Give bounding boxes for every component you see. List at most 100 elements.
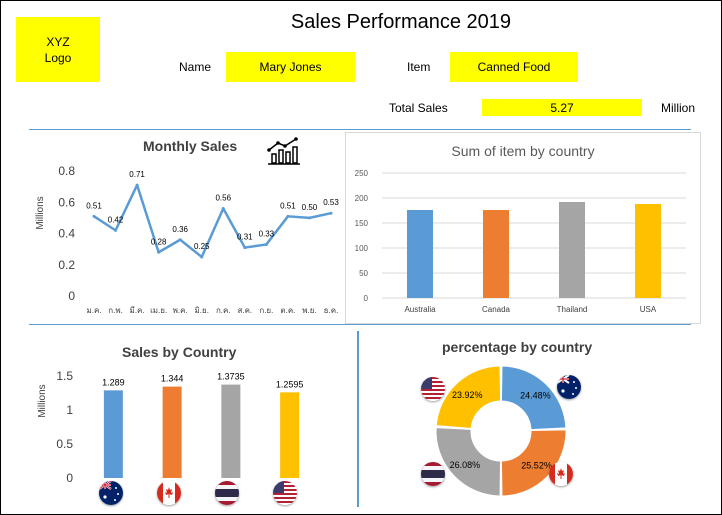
logo-line-1: XYZ [46,34,70,49]
data-label: 0.51 [280,201,296,210]
x-tick-label: ธ.ค. [324,306,339,315]
data-label: 0.56 [215,194,231,203]
data-label: 1.2595 [276,379,304,389]
x-tick-label: ต.ค. [280,306,295,315]
line-point [114,228,118,232]
y-tick-label: 200 [355,194,369,203]
data-label: 0.31 [237,233,253,242]
data-label: 0.51 [86,201,102,210]
x-tick-label: USA [640,305,657,314]
usa-flag-icon [273,481,297,505]
line-point [243,246,247,250]
data-label: 23.92% [452,390,483,400]
usa-flag-icon [421,377,445,401]
bar [103,390,123,478]
line-point [92,214,96,218]
y-tick-label: 100 [355,244,369,253]
data-label: 1.3735 [217,372,245,382]
x-tick-label: ก.ค. [216,306,231,315]
data-label: 0.71 [129,170,145,179]
australia-flag-icon [557,375,581,399]
x-tick-label: Canada [482,305,511,314]
middle-divider [29,324,691,325]
y-tick-label: 150 [355,219,369,228]
total-sales-label: Total Sales [389,101,448,115]
monthly-sales-title: Monthly Sales [143,138,238,154]
percentage-title: percentage by country [442,339,593,355]
x-tick-label: ก.พ. [108,306,123,315]
sales-by-country-title: Sales by Country [122,344,237,360]
y-tick-label: 0.6 [58,195,75,209]
name-field[interactable]: Mary Jones [226,52,355,82]
bar [280,392,300,478]
y-axis-label: Millions [37,384,48,417]
x-tick-label: พ.ย. [302,306,316,315]
y-tick-label: 0 [68,289,75,303]
y-tick-label: 0.2 [58,258,75,272]
sum-of-item-title: Sum of item by country [451,143,595,159]
data-label: 1.344 [161,374,184,384]
y-tick-label: 0 [364,294,369,303]
item-label: Item [407,60,431,74]
data-label: 24.48% [520,390,551,400]
line-point [200,255,204,259]
line-point [329,211,333,215]
data-label: 1.289 [102,377,125,387]
sum-of-item-chart: 250 200 150 100 50 0 Australia Canada Thailand US… [355,169,686,314]
sales-by-country-chart: Millions 1.5 1 0.5 0 1.289 1.344 1.3735 1.2595 [37,369,304,485]
line-point [307,216,311,220]
data-label: 25.52% [521,460,552,470]
logo-box: XYZ Logo [16,17,100,82]
line-point [286,214,290,218]
bar [483,210,509,298]
data-label: 0.33 [259,229,275,238]
line-point [264,242,268,246]
monthly-sales-chart: Millions 0.8 0.6 0.4 0.2 0 0.51 ม.ค. 0.42 ก.พ. 0.7… [35,164,339,315]
donut-slice [435,427,502,497]
bottom-vertical-divider [357,331,359,507]
logo-line-2: Logo [44,50,72,65]
x-tick-label: ก.ย. [259,306,273,315]
line-chart-icon [267,137,300,165]
x-tick-label: ส.ค. [237,306,252,315]
x-tick-label: เม.ย. [150,306,167,315]
canada-flag-icon [157,481,181,505]
top-divider [29,129,691,130]
line-point [178,238,182,242]
percentage-donut-chart: 24.48% 25.52% 26.08% 23.92% [435,365,567,497]
x-tick-label: มิ.ย. [195,306,209,315]
monthly-sales-line [93,183,332,259]
bar [559,202,585,298]
total-sales-value: 5.27 [482,99,642,116]
donut-slice [500,365,567,431]
y-tick-label: 50 [359,269,368,278]
page-title: Sales Performance 2019 [290,11,512,33]
data-label: 0.53 [323,198,339,207]
bar [635,204,661,298]
bar [221,384,241,478]
donut-slice [500,429,567,497]
x-tick-label: พ.ค. [173,306,188,315]
y-tick-label: 1.5 [56,369,73,383]
y-tick-label: 0.5 [56,437,73,451]
line-point [221,207,225,210]
x-tick-label: มี.ค. [130,306,145,315]
canada-flag-icon [549,462,573,486]
data-label: 0.50 [302,203,318,212]
total-sales-unit: Million [661,101,696,115]
thailand-flag-icon [215,481,239,505]
data-label: 0.42 [108,215,124,224]
australia-flag-icon [99,481,123,505]
y-tick-label: 1 [66,403,73,417]
item-field[interactable]: Canned Food [450,52,578,82]
y-tick-label: 250 [355,169,369,178]
data-label: 26.08% [450,460,481,470]
bar [162,386,182,478]
data-label: 0.36 [172,225,188,234]
line-point [157,250,161,254]
y-tick-label: 0.4 [58,227,75,241]
x-tick-label: Thailand [557,305,588,314]
data-label: 0.25 [194,242,210,251]
thailand-flag-icon [421,462,445,486]
